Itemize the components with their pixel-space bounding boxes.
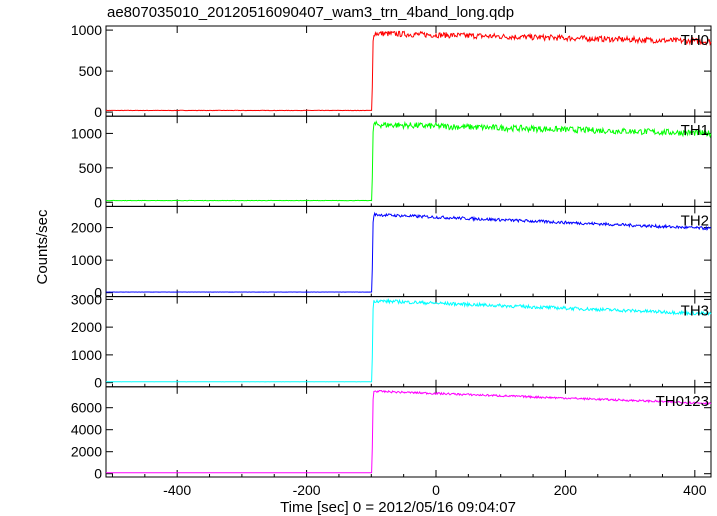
x-tick-label: -200 bbox=[293, 482, 321, 498]
y-tick-label-th2: 0 bbox=[94, 285, 102, 301]
x-tick-label: 200 bbox=[554, 482, 578, 498]
series-label-th0123: TH0123 bbox=[656, 393, 709, 410]
panel-frame-th1 bbox=[105, 115, 712, 207]
x-axis-label: Time [sec] 0 = 2012/05/16 09:04:07 bbox=[280, 499, 516, 516]
y-tick-label-th1: 1000 bbox=[71, 125, 102, 141]
series-line-th1 bbox=[106, 120, 712, 202]
y-tick-label-th2: 2000 bbox=[71, 220, 102, 236]
series-line-th0 bbox=[105, 30, 712, 112]
panel-frame-th0123 bbox=[105, 386, 712, 478]
y-tick-label-th3: 2000 bbox=[71, 319, 102, 335]
series-line-th0123 bbox=[106, 389, 712, 474]
y-tick-label-th3: 1000 bbox=[71, 347, 102, 363]
panel-frame-th0 bbox=[105, 25, 712, 117]
panel-frame-th2 bbox=[105, 205, 712, 298]
x-tick-label: 0 bbox=[432, 482, 440, 498]
series-label-th1: TH1 bbox=[681, 122, 709, 139]
y-tick-label-th0: 1000 bbox=[71, 22, 102, 38]
y-tick-label-th0123: 2000 bbox=[71, 444, 102, 460]
series-line-th3 bbox=[106, 298, 712, 383]
y-tick-label-th0123: 4000 bbox=[71, 422, 102, 438]
x-tick-label: -400 bbox=[163, 482, 191, 498]
x-tick-label: 400 bbox=[683, 482, 707, 498]
y-tick-label-th0: 0 bbox=[94, 104, 102, 120]
y-tick-label-th0123: 0 bbox=[94, 466, 102, 482]
y-tick-label-th0: 500 bbox=[79, 63, 103, 79]
y-tick-label-th1: 0 bbox=[94, 194, 102, 210]
y-tick-label-th3: 3000 bbox=[71, 291, 102, 307]
y-tick-label-th3: 0 bbox=[94, 375, 102, 391]
series-label-th2: TH2 bbox=[681, 212, 709, 229]
y-tick-label-th1: 500 bbox=[79, 160, 103, 176]
series-line-th2 bbox=[105, 211, 712, 293]
chart-title: ae807035010_20120516090407_wam3_trn_4ban… bbox=[107, 4, 514, 21]
series-label-th0: TH0 bbox=[681, 32, 709, 49]
y-axis-label: Counts/sec bbox=[34, 209, 51, 285]
y-tick-label-th0123: 6000 bbox=[71, 400, 102, 416]
y-tick-label-th2: 1000 bbox=[71, 252, 102, 268]
series-label-th3: TH3 bbox=[681, 303, 709, 320]
